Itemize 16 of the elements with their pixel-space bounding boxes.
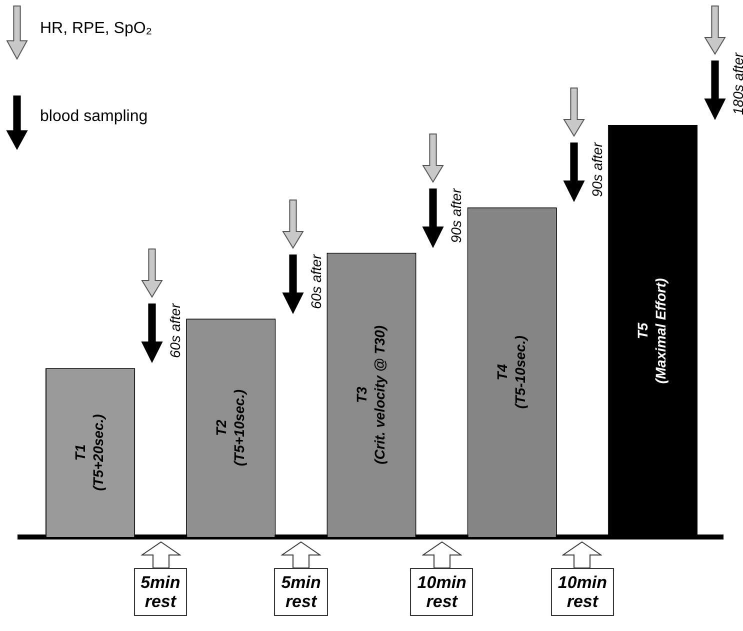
x-tick-label: T5 (Maximal Effort) [634,278,669,384]
annotation: 90s after [588,142,605,198]
text: 10min rest [410,568,474,616]
annotation: blood sampling [40,108,148,126]
text: 10min rest [550,568,614,616]
text: HR, RPE, SpO₂ [40,20,152,38]
annotation: 90s after [448,188,464,243]
x-tick-label: T2 (T5+10sec.) [212,389,247,466]
text: 5min rest [274,568,328,616]
annotation: 60s after [167,304,184,358]
x-tick-label: T3 (Crit. velocity @ T30) [353,325,388,464]
text: 5min rest [134,568,188,616]
text: 180s after [730,52,743,115]
x-tick-label: T4 (T5-10sec.) [494,335,528,409]
annotation: 60s after [308,254,324,309]
x-tick-label: T1 (T5+20sec.) [72,414,106,491]
